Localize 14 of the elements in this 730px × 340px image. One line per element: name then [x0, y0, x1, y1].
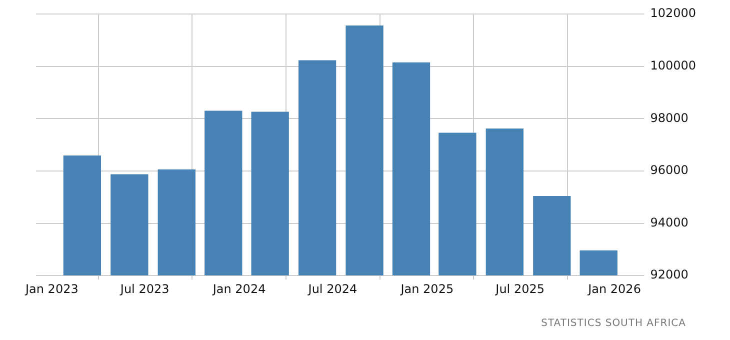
y-tick-label: 96000 — [650, 163, 688, 178]
y-tick-label: 94000 — [650, 215, 688, 230]
text: STATISTICS SOUTH AFRICA — [541, 318, 686, 329]
x-tick-label: Jul 2023 — [119, 282, 170, 296]
y-tick-label: 100000 — [650, 58, 696, 72]
x-tick-label: Jan 2025 — [400, 282, 454, 296]
y-tick-label: 98000 — [650, 110, 688, 125]
x-tick-label: Jul 2025 — [494, 282, 544, 296]
y-tick-label: 92000 — [650, 268, 688, 282]
x-tick-label: Jan 2023 — [24, 282, 78, 296]
x-tick-label: Jan 2026 — [587, 282, 641, 296]
x-tick-label: Jan 2024 — [212, 282, 266, 296]
x-tick-label: Jul 2024 — [307, 282, 358, 296]
y-tick-label: 102000 — [650, 6, 696, 20]
